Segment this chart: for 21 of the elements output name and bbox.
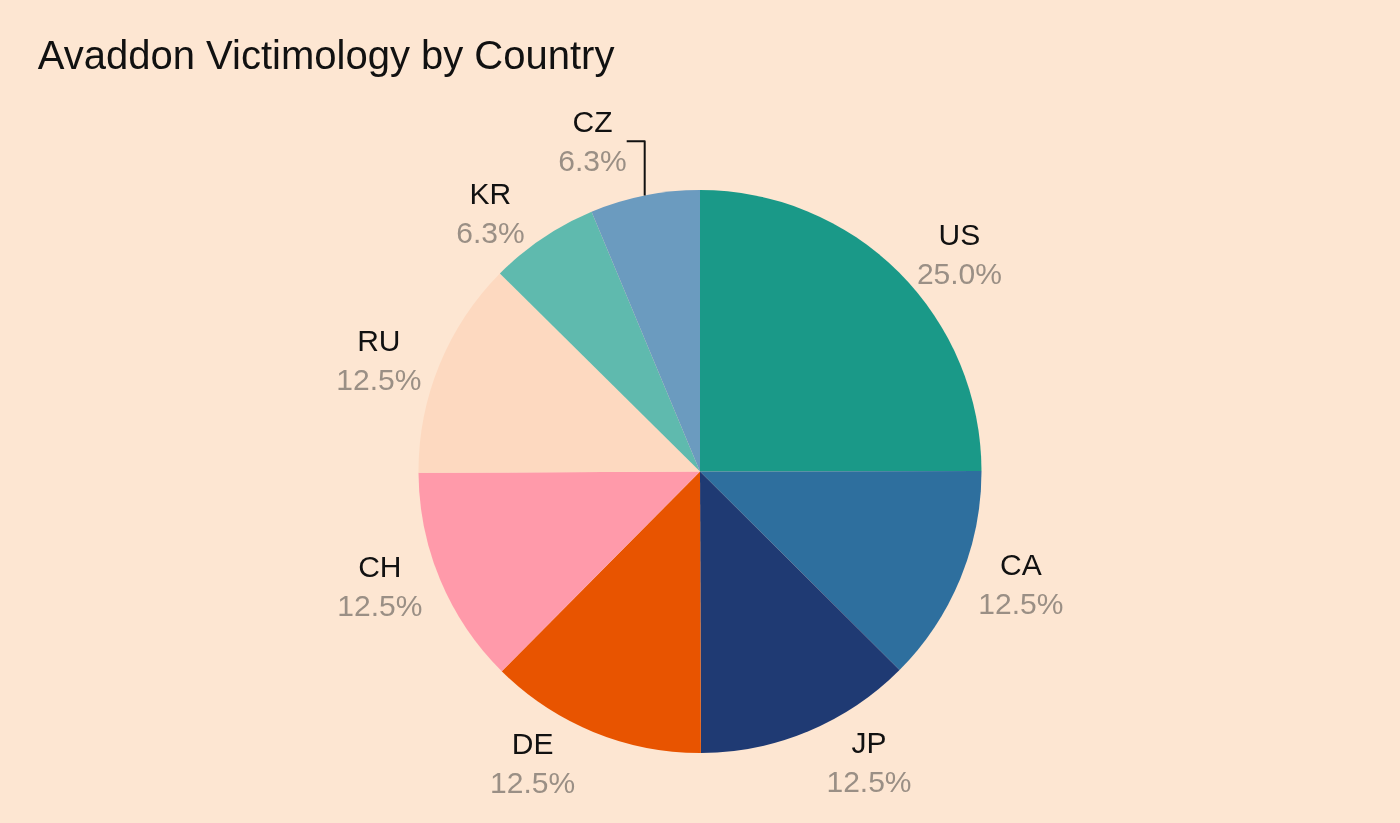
data-label: 12.5% (336, 362, 422, 396)
slice-label: KR (469, 177, 512, 211)
data-label: 12.5% (490, 765, 576, 799)
data-label: 6.3% (558, 144, 627, 178)
data-label: 12.5% (826, 764, 912, 798)
data-label: 12.5% (337, 588, 423, 622)
slice-label: CH (358, 549, 402, 583)
chart-title: Avaddon Victimology by Country (37, 33, 615, 78)
pie-slice (700, 471, 900, 753)
pie-slice (501, 471, 701, 753)
slice-label: DE (511, 726, 554, 760)
pie-slice (591, 190, 700, 472)
data-label: 25.0% (916, 257, 1002, 291)
slice-label: CZ (572, 105, 613, 139)
data-label: 6.3% (456, 216, 525, 250)
slice-label: RU (357, 323, 401, 357)
slice-label: US (938, 218, 981, 252)
pie-slice (700, 471, 982, 671)
data-label: 12.5% (978, 586, 1064, 620)
slice-label: JP (851, 725, 887, 759)
slice-label: CA (999, 547, 1042, 581)
